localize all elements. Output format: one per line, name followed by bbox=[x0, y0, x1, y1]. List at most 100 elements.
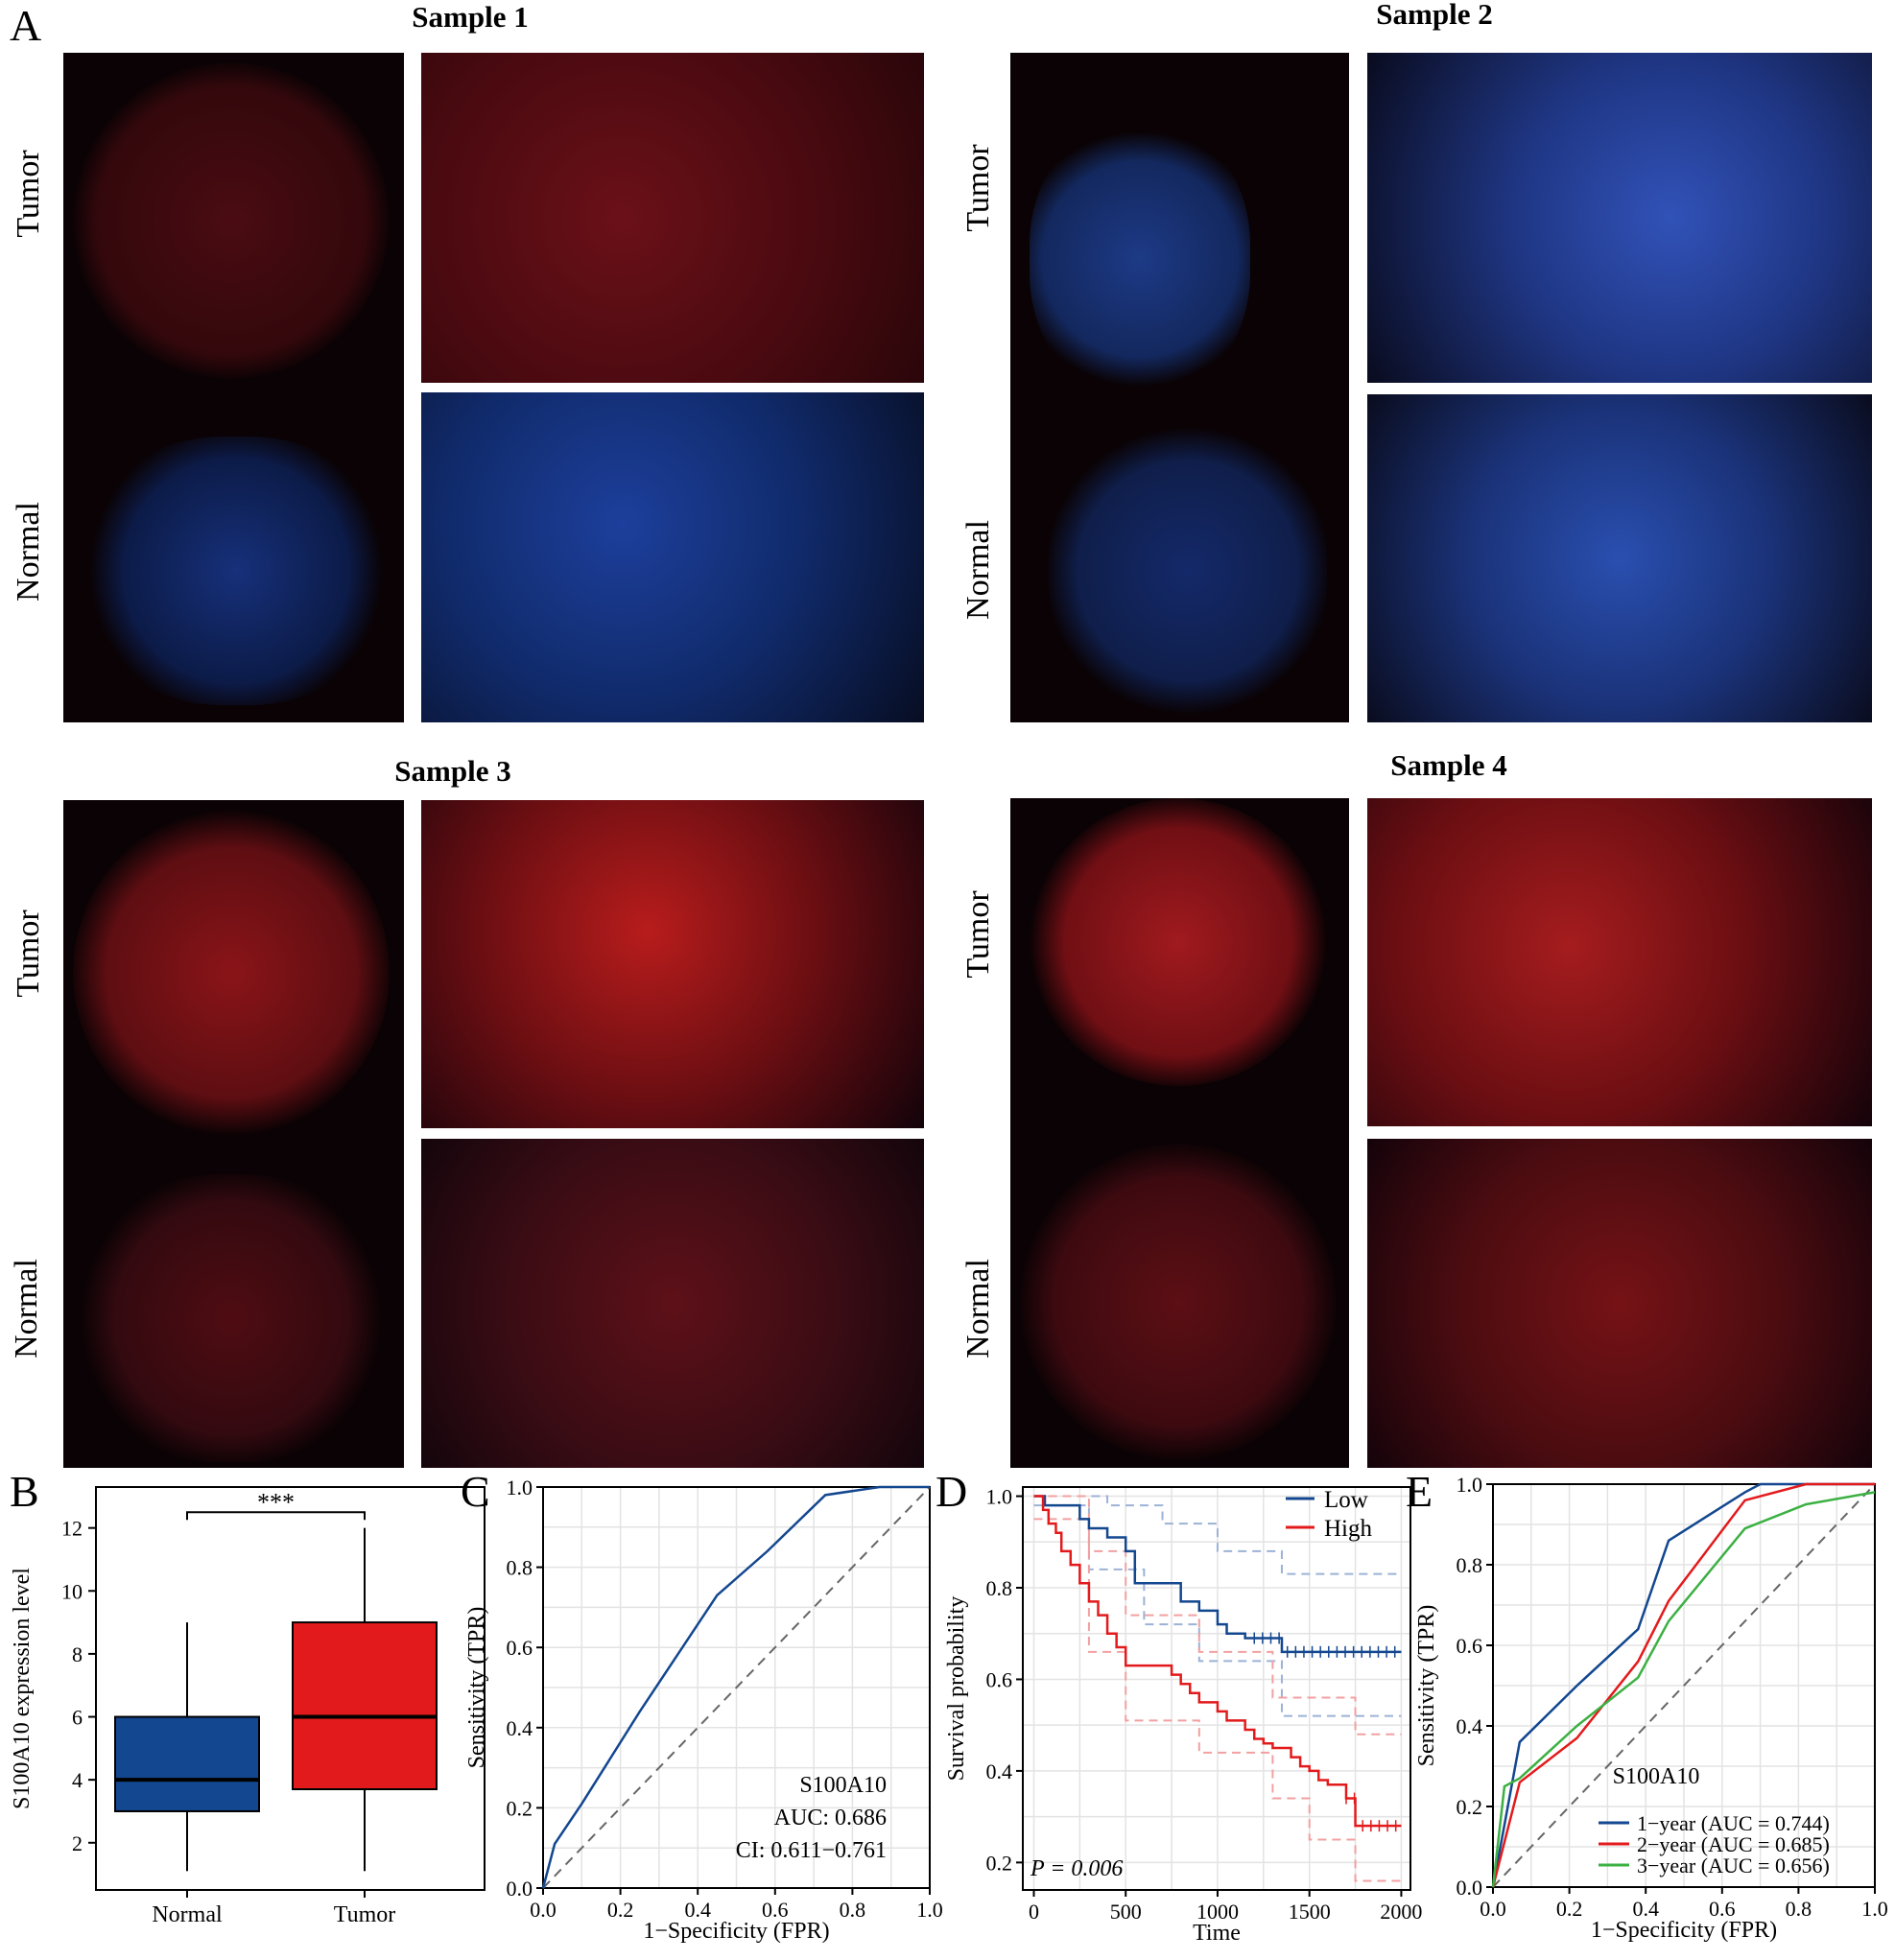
x-tick-label: 1.0 bbox=[916, 1898, 943, 1922]
y-tick-label: 0.2 bbox=[986, 1851, 1013, 1875]
microscopy-s3-overview bbox=[63, 800, 404, 1468]
x-tick-label: 0.4 bbox=[1632, 1897, 1659, 1921]
box bbox=[292, 1621, 438, 1790]
y-tick-label: 6 bbox=[72, 1706, 83, 1730]
sample-4-title: Sample 4 bbox=[1390, 748, 1507, 782]
microscopy-s2-tumor-zoom bbox=[1367, 53, 1872, 383]
x-axis-label: 1−Specificity (FPR) bbox=[1591, 1918, 1777, 1943]
roc-curve bbox=[541, 1485, 930, 1889]
row-label-tumor-s2: Tumor bbox=[960, 144, 996, 232]
roc-curve-2 bbox=[1491, 1482, 1875, 1888]
annotation-0: S100A10 bbox=[1613, 1764, 1700, 1789]
x-tick-label: 0.0 bbox=[1480, 1897, 1506, 1921]
legend-label-3: 3−year (AUC = 0.656) bbox=[1637, 1854, 1830, 1877]
roc-curve-1 bbox=[1491, 1482, 1875, 1888]
y-tick-label: 1.0 bbox=[986, 1485, 1013, 1509]
chart-c: 0.0 0.2 0.4 0.6 0.8 1.0 0.0 0.2 0.4 0.6 0.8 1.0 1−Sp… bbox=[464, 1476, 943, 1944]
legend-label-high: High bbox=[1324, 1516, 1373, 1542]
chart-e: 0.0 0.2 0.4 0.6 0.8 1.0 0.0 0.2 0.4 0.6 0.8 1.0 1−Sp… bbox=[1414, 1473, 1888, 1943]
plot-frame bbox=[95, 1486, 486, 1891]
x-tick-label: Tumor bbox=[334, 1902, 395, 1927]
diagonal-reference bbox=[542, 1486, 931, 1889]
km-curve-low bbox=[1033, 1495, 1402, 1654]
row-label-tumor-s3: Tumor bbox=[11, 909, 46, 998]
row-label-normal-s1: Normal bbox=[11, 502, 46, 602]
microscopy-s1-tumor-zoom bbox=[421, 53, 924, 383]
significance-bracket bbox=[186, 1511, 366, 1521]
y-tick-label: 0.6 bbox=[1457, 1634, 1483, 1658]
charts-svg: 2 4 6 8 10 12 S100A10 expression level Normal Tu… bbox=[10, 1473, 1888, 1946]
row-label-tumor-s1: Tumor bbox=[11, 150, 46, 238]
y-axis-label: S100A10 expression level bbox=[10, 1568, 35, 1809]
microscopy-s1-normal-zoom bbox=[421, 392, 924, 722]
microscopy-s2-overview bbox=[1010, 53, 1349, 722]
y-tick-label: 1.0 bbox=[507, 1476, 533, 1500]
y-tick-label: 0.8 bbox=[1457, 1553, 1483, 1577]
microscopy-s3-normal-zoom bbox=[421, 1139, 924, 1468]
y-tick-label: 12 bbox=[61, 1517, 83, 1541]
roc-curve-3 bbox=[1491, 1491, 1876, 1888]
y-axis-label: Sensitivity (TPR) bbox=[1414, 1605, 1439, 1767]
panel-letter-a: A bbox=[10, 1, 42, 50]
microscopy-s4-normal-zoom bbox=[1367, 1139, 1872, 1468]
y-tick-label: 0.2 bbox=[507, 1796, 533, 1820]
row-label-normal-s4: Normal bbox=[960, 1259, 996, 1358]
panel-letter-e: E bbox=[1406, 1467, 1433, 1516]
sample-3-title: Sample 3 bbox=[394, 754, 511, 788]
y-tick-label: 0.8 bbox=[507, 1556, 533, 1580]
y-tick-label: 4 bbox=[72, 1768, 83, 1792]
x-tick-label: Normal bbox=[152, 1902, 223, 1927]
y-tick-label: 0.0 bbox=[1457, 1876, 1483, 1900]
y-axis-label: Survival probability bbox=[944, 1596, 969, 1782]
y-tick-label: 0.2 bbox=[1457, 1795, 1483, 1819]
x-tick-label: 0.8 bbox=[840, 1898, 866, 1922]
y-tick-label: 0.4 bbox=[1457, 1714, 1483, 1738]
x-tick-label: 500 bbox=[1110, 1900, 1142, 1924]
y-axis-label: Sensitivity (TPR) bbox=[464, 1607, 489, 1769]
diagonal-reference bbox=[1492, 1483, 1876, 1888]
p-value: P = 0.006 bbox=[1030, 1856, 1123, 1881]
x-tick-label: 0.2 bbox=[1556, 1897, 1583, 1921]
y-tick-label: 0.4 bbox=[986, 1759, 1013, 1783]
x-tick-label: 0.2 bbox=[607, 1898, 634, 1922]
row-label-tumor-s4: Tumor bbox=[960, 890, 996, 979]
panel-letter-b: B bbox=[10, 1467, 39, 1516]
km-curve-high bbox=[1033, 1495, 1402, 1828]
microscopy-s1-overview bbox=[63, 53, 404, 722]
chart-b: 2 4 6 8 10 12 S100A10 expression level Normal Tu… bbox=[10, 1486, 486, 1927]
microscopy-s3-tumor-zoom bbox=[421, 800, 924, 1128]
sample-1-title: Sample 1 bbox=[412, 0, 529, 34]
x-tick-label: 1.0 bbox=[1861, 1897, 1888, 1921]
x-tick-label: 0.6 bbox=[762, 1898, 789, 1922]
y-tick-label: 2 bbox=[72, 1831, 83, 1855]
microscopy-s2-normal-zoom bbox=[1367, 394, 1872, 722]
y-tick-label: 0.0 bbox=[507, 1877, 533, 1901]
legend-label-low: Low bbox=[1324, 1487, 1368, 1513]
box bbox=[114, 1715, 260, 1812]
x-tick-label: 1000 bbox=[1196, 1900, 1239, 1924]
x-tick-label: 0.6 bbox=[1709, 1897, 1736, 1921]
x-tick-label: 0.4 bbox=[684, 1898, 711, 1922]
significance-label: *** bbox=[257, 1488, 295, 1516]
y-tick-label: 8 bbox=[72, 1642, 83, 1666]
ci-upper bbox=[1033, 1495, 1402, 1575]
x-tick-label: 0.8 bbox=[1786, 1897, 1812, 1921]
row-label-normal-s2: Normal bbox=[960, 520, 996, 620]
panel-letter-c: C bbox=[461, 1467, 490, 1516]
y-tick-label: 1.0 bbox=[1457, 1473, 1483, 1497]
chart-d: 0 500 1000 1500 2000 0.2 0.4 0.6 0.8 1.0 Time Survi… bbox=[944, 1485, 1422, 1946]
microscopy-s4-overview bbox=[1010, 798, 1349, 1468]
legend-label-2: 2−year (AUC = 0.685) bbox=[1637, 1832, 1830, 1856]
annotation-0: S100A10 bbox=[799, 1773, 887, 1798]
legend-label-1: 1−year (AUC = 0.744) bbox=[1637, 1811, 1830, 1835]
x-axis-label: Time bbox=[1193, 1921, 1241, 1946]
y-tick-label: 0.6 bbox=[986, 1667, 1013, 1691]
sample-2-title: Sample 2 bbox=[1376, 0, 1493, 31]
x-tick-label: 2000 bbox=[1380, 1900, 1422, 1924]
annotation-1: AUC: 0.686 bbox=[774, 1806, 887, 1830]
plot-frame bbox=[542, 1486, 931, 1889]
panel-letter-d: D bbox=[936, 1467, 968, 1516]
ci-lower bbox=[1033, 1518, 1402, 1882]
microscopy-s4-tumor-zoom bbox=[1367, 798, 1872, 1126]
y-tick-label: 0.6 bbox=[507, 1636, 533, 1660]
